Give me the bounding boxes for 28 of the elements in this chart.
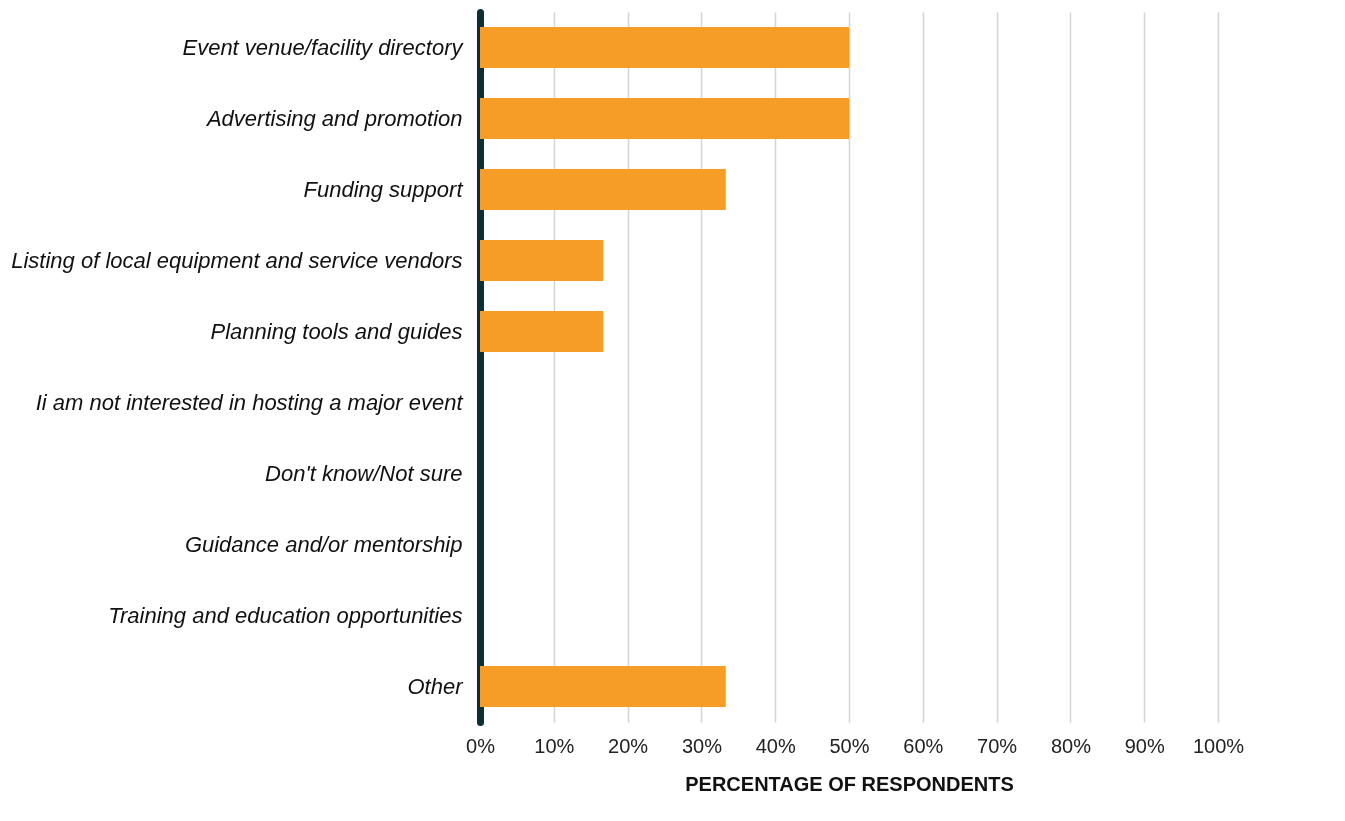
x-tick-label: 0%: [466, 734, 496, 757]
x-axis-title: PERCENTAGE OF RESPONDENTS: [685, 772, 1014, 795]
x-tick-label: 80%: [1050, 734, 1092, 757]
x-tick-label: 40%: [755, 734, 796, 757]
bar: [480, 665, 726, 708]
x-tick-label: 10%: [534, 734, 575, 757]
x-tick-label: 20%: [608, 734, 649, 757]
x-tick-label: 50%: [829, 734, 870, 757]
y-tick-label: Listing of local equipment and service vendors: [11, 247, 463, 273]
y-tick-label: Ii am not interested in hosting a major event: [35, 389, 464, 415]
y-tick-label: Don't know/Not sure: [265, 460, 463, 486]
y-tick-label: Funding support: [303, 176, 464, 202]
y-tick-label: Training and education opportunities: [108, 602, 463, 628]
x-tick-label: 60%: [903, 734, 944, 757]
bar: [480, 97, 849, 140]
bar: [480, 310, 604, 353]
y-tick-label: Planning tools and guides: [210, 318, 463, 344]
x-tick-label: 30%: [681, 734, 723, 757]
x-tick-label: 70%: [977, 734, 1018, 757]
y-tick-label: Advertising and promotion: [204, 105, 463, 131]
x-tick-label: 100%: [1192, 734, 1245, 757]
y-tick-label: Event venue/facility directory: [182, 34, 465, 60]
y-tick-label: Other: [407, 673, 465, 699]
bar: [480, 168, 726, 211]
bar: [480, 239, 604, 282]
bar: [480, 26, 849, 69]
x-tick-label: 90%: [1124, 734, 1165, 757]
y-tick-label: Guidance and/or mentorship: [184, 531, 463, 557]
